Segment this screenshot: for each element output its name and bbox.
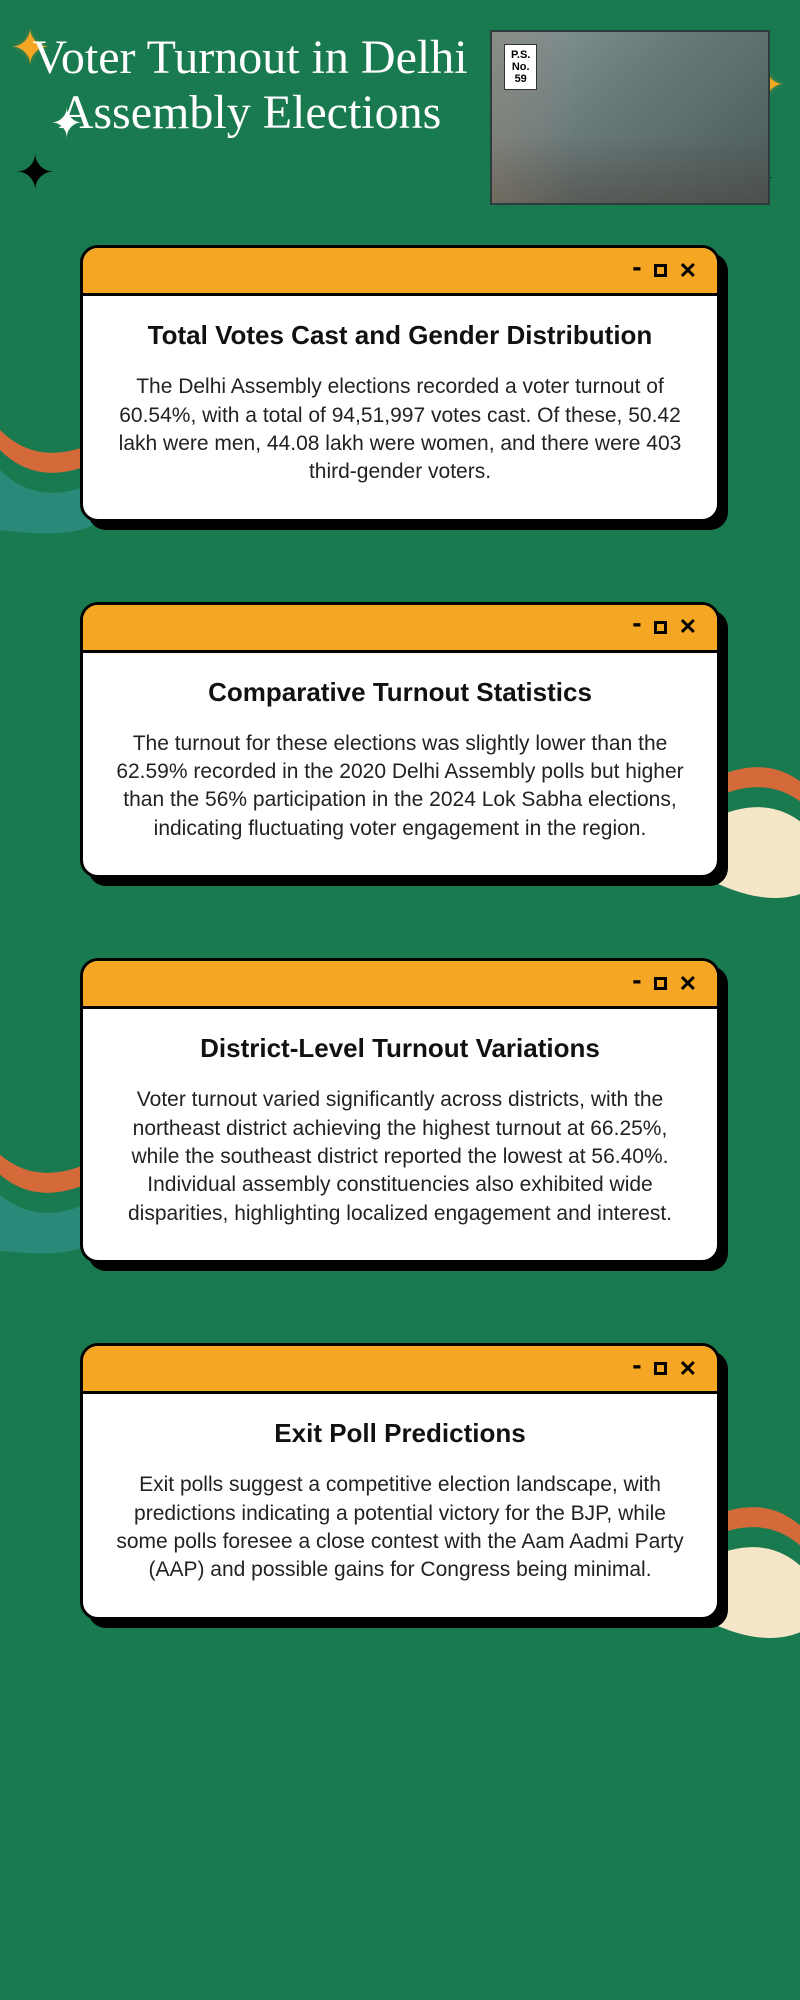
- card-body: Comparative Turnout Statistics The turno…: [83, 653, 717, 876]
- info-card: - ✕ Total Votes Cast and Gender Distribu…: [80, 245, 720, 522]
- card-text: Exit polls suggest a competitive electio…: [115, 1471, 685, 1584]
- card-header: - ✕: [83, 248, 717, 296]
- minimize-icon: -: [632, 609, 641, 637]
- close-icon: ✕: [679, 1358, 697, 1380]
- card-body: District-Level Turnout Variations Voter …: [83, 1009, 717, 1260]
- close-icon: ✕: [679, 260, 697, 282]
- maximize-icon: [654, 621, 667, 634]
- card-header: - ✕: [83, 1346, 717, 1394]
- card-text: The Delhi Assembly elections recorded a …: [115, 373, 685, 486]
- minimize-icon: -: [632, 1351, 641, 1379]
- card-body: Total Votes Cast and Gender Distribution…: [83, 296, 717, 519]
- close-icon: ✕: [679, 973, 697, 995]
- header-photo: [490, 30, 770, 205]
- card-header: - ✕: [83, 605, 717, 653]
- info-card: - ✕ Comparative Turnout Statistics The t…: [80, 602, 720, 879]
- page-title: Voter Turnout in Delhi Assembly Election…: [30, 30, 490, 205]
- card-header: - ✕: [83, 961, 717, 1009]
- maximize-icon: [654, 264, 667, 277]
- close-icon: ✕: [679, 616, 697, 638]
- card-title: District-Level Turnout Variations: [115, 1033, 685, 1064]
- card-title: Total Votes Cast and Gender Distribution: [115, 320, 685, 351]
- cards-container: - ✕ Total Votes Cast and Gender Distribu…: [0, 225, 800, 1660]
- header: Voter Turnout in Delhi Assembly Election…: [0, 0, 800, 225]
- minimize-icon: -: [632, 966, 641, 994]
- maximize-icon: [654, 1362, 667, 1375]
- card-body: Exit Poll Predictions Exit polls suggest…: [83, 1394, 717, 1617]
- card-text: Voter turnout varied significantly acros…: [115, 1086, 685, 1228]
- maximize-icon: [654, 977, 667, 990]
- minimize-icon: -: [632, 253, 641, 281]
- info-card: - ✕ Exit Poll Predictions Exit polls sug…: [80, 1343, 720, 1620]
- card-title: Exit Poll Predictions: [115, 1418, 685, 1449]
- card-title: Comparative Turnout Statistics: [115, 677, 685, 708]
- info-card: - ✕ District-Level Turnout Variations Vo…: [80, 958, 720, 1263]
- card-text: The turnout for these elections was slig…: [115, 730, 685, 843]
